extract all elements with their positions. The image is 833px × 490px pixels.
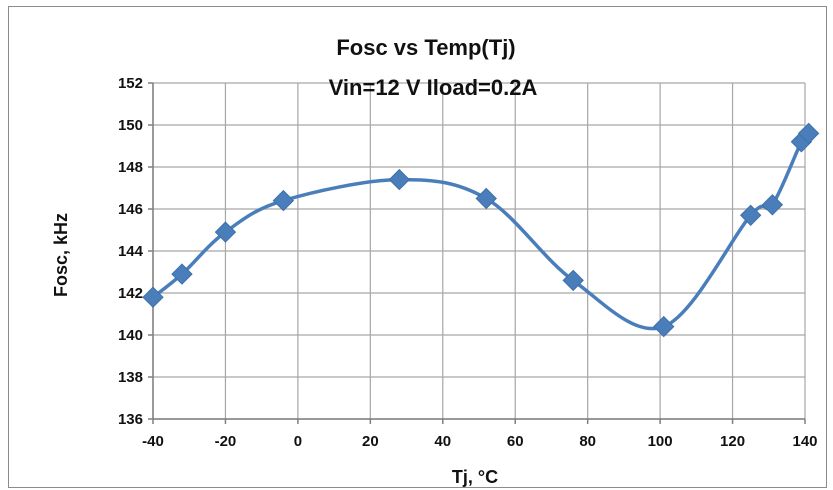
gridlines	[152, 82, 806, 420]
y-tick-label: 140	[118, 327, 143, 344]
y-tick-label: 142	[118, 285, 143, 302]
chart: 136 138 140 142 144 146 148 150 152 -40 -20 0 20 40 60…	[51, 35, 820, 487]
data-point-marker	[562, 269, 584, 292]
x-tick-label: -20	[215, 433, 237, 450]
x-axis-label: Tj, °C	[452, 467, 498, 487]
x-tick-label: 100	[648, 433, 673, 450]
x-tick-label: 120	[720, 433, 745, 450]
tick-labels: 136 138 140 142 144 146 148 150 152 -40 -20 0 20 40 60…	[118, 75, 818, 450]
y-tick-label: 152	[118, 75, 143, 92]
data-point-marker	[475, 187, 497, 210]
y-tick-label: 146	[118, 201, 143, 218]
y-axis-label: Fosc, kHz	[51, 213, 71, 297]
data-point-marker	[171, 263, 193, 285]
x-tick-label: 20	[362, 433, 379, 450]
axes	[148, 82, 806, 424]
x-tick-label: 40	[434, 433, 451, 450]
data-point-marker	[272, 189, 295, 212]
x-tick-label: -40	[142, 433, 164, 450]
chart-frame: 136 138 140 142 144 146 148 150 152 -40 -20 0 20 40 60…	[8, 6, 827, 488]
x-tick-label: 140	[792, 433, 817, 450]
data-point-marker	[761, 194, 784, 216]
y-tick-label: 136	[118, 411, 143, 428]
x-tick-label: 80	[579, 433, 596, 450]
y-tick-label: 144	[118, 243, 144, 260]
chart-subtitle: Vin=12 V Iload=0.2A	[329, 75, 538, 100]
series-line	[151, 131, 810, 331]
data-point-marker	[653, 315, 675, 338]
data-point-marker	[388, 168, 411, 191]
data-point-marker	[142, 286, 164, 308]
series-layer	[142, 122, 820, 338]
y-tick-label: 138	[118, 369, 143, 386]
data-point-marker	[739, 204, 762, 227]
y-tick-label: 148	[118, 159, 143, 176]
y-tick-label: 150	[118, 117, 143, 134]
data-point-marker	[214, 221, 237, 243]
chart-title: Fosc vs Temp(Tj)	[336, 35, 515, 60]
x-tick-label: 0	[294, 433, 302, 450]
data-point-marker	[797, 122, 820, 145]
x-tick-label: 60	[507, 433, 524, 450]
